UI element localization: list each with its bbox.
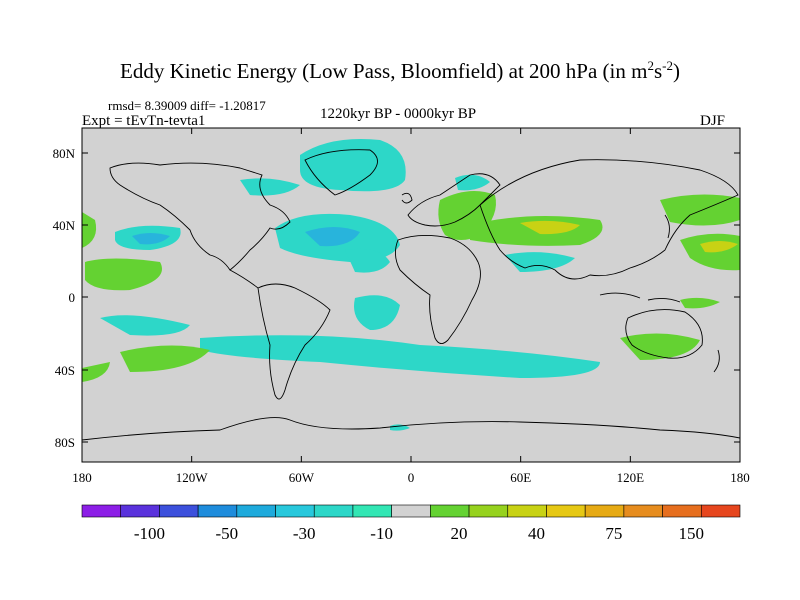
contour-dateline-n [82, 212, 97, 248]
contour-pacific-n-inner [132, 233, 170, 245]
colorbar-label: -50 [215, 524, 238, 543]
colorbar-swatch [352, 504, 392, 518]
colorbar-label: 150 [679, 524, 705, 543]
coastlines [82, 149, 740, 441]
contour-greenland [300, 139, 406, 192]
contour-south-pacific-green [120, 345, 210, 372]
colorbar-swatch [507, 504, 547, 518]
coast-japan [664, 214, 670, 239]
coast-south-america [257, 283, 331, 400]
colorbar-swatch [275, 504, 315, 518]
contour-south-atlantic [354, 295, 400, 330]
coast-asia [479, 159, 739, 280]
coast-australia [625, 309, 703, 359]
title-text: Eddy Kinetic Energy (Low Pass, Bloomfiel… [120, 59, 648, 83]
title-sup1: 2 [647, 58, 654, 73]
lat-tick-label: 0 [69, 290, 76, 305]
lon-tick-label: 0 [408, 470, 415, 485]
colorbar-swatch [313, 504, 354, 518]
contour-southern-ocean [200, 335, 600, 378]
colorbar-label: -10 [370, 524, 393, 543]
title-end: ) [672, 59, 680, 83]
colorbar-swatch [120, 504, 160, 518]
title-mid: s [653, 59, 663, 83]
colorbar-swatch [584, 504, 625, 518]
longitude-ticks: 180 120W 60W 0 60E 120E 180 [72, 128, 750, 485]
lat-tick-label: 80N [53, 146, 76, 161]
colorbar-label: 75 [605, 524, 622, 543]
lat-tick-label: 80S [55, 435, 75, 450]
contour-east-pacific [85, 258, 162, 291]
colorbar-swatch [546, 504, 586, 518]
anomaly-contours [82, 139, 740, 441]
experiment-label: Expt = tEvTn-tevta1 [82, 113, 206, 129]
lon-tick-label: 120E [617, 470, 645, 485]
stats-text: rmsd= 8.39009 diff= -1.20817 [108, 98, 266, 113]
coast-africa [395, 235, 481, 344]
contour-labrador [240, 178, 300, 196]
contour-atlantic-n-inner [305, 227, 360, 247]
lon-tick-label: 60E [510, 470, 531, 485]
colorbar-label: -100 [134, 524, 165, 543]
contour-pacific-jet-core [700, 241, 738, 253]
period-label: 1220kyr BP - 0000kyr BP [320, 106, 477, 122]
colorbar-labels: -100 -50 -30 -10 20 40 75 150 [134, 524, 704, 543]
coast-greenland [304, 149, 378, 196]
colorbar-swatch [391, 504, 431, 518]
colorbar-swatch [623, 504, 663, 518]
coast-central-america [229, 269, 259, 289]
latitude-ticks: 80N 40N 0 40S 80S [53, 146, 740, 450]
contour-dateline-s [82, 362, 110, 382]
colorbar-swatch [159, 504, 199, 518]
contour-coral-sea [680, 297, 720, 309]
plot-title: Eddy Kinetic Energy (Low Pass, Bloomfiel… [0, 58, 800, 84]
lat-tick-label: 40S [55, 363, 75, 378]
coast-europe [407, 173, 501, 227]
colorbar [81, 504, 741, 518]
title-sup2: -2 [662, 58, 673, 73]
colorbar-swatch [662, 504, 702, 518]
contour-south-indian [620, 333, 700, 360]
coast-north-america [109, 162, 291, 271]
colorbar-label: 40 [528, 524, 545, 543]
lat-tick-label: 40N [53, 218, 76, 233]
lon-tick-label: 120W [176, 470, 209, 485]
colorbar-swatch [468, 504, 509, 518]
coast-indonesia [599, 292, 681, 303]
lon-tick-label: 180 [72, 470, 92, 485]
colorbar-swatch [197, 504, 238, 518]
colorbar-label: 20 [451, 524, 468, 543]
coast-uk [401, 192, 413, 204]
season-label: DJF [700, 113, 726, 129]
colorbar-swatch [236, 504, 276, 518]
coast-antarctica [82, 417, 740, 441]
lon-tick-label: 180 [730, 470, 750, 485]
contour-asia-jet-core [520, 220, 580, 235]
colorbar-swatch [81, 504, 122, 518]
colorbar-swatch [700, 504, 741, 518]
contour-south-pacific [100, 315, 190, 336]
colorbar-swatch [430, 504, 470, 518]
colorbar-label: -30 [293, 524, 316, 543]
coast-new-zealand [713, 349, 720, 373]
contour-africa-w [345, 248, 390, 273]
lon-tick-label: 60W [289, 470, 315, 485]
map-background [82, 128, 740, 462]
